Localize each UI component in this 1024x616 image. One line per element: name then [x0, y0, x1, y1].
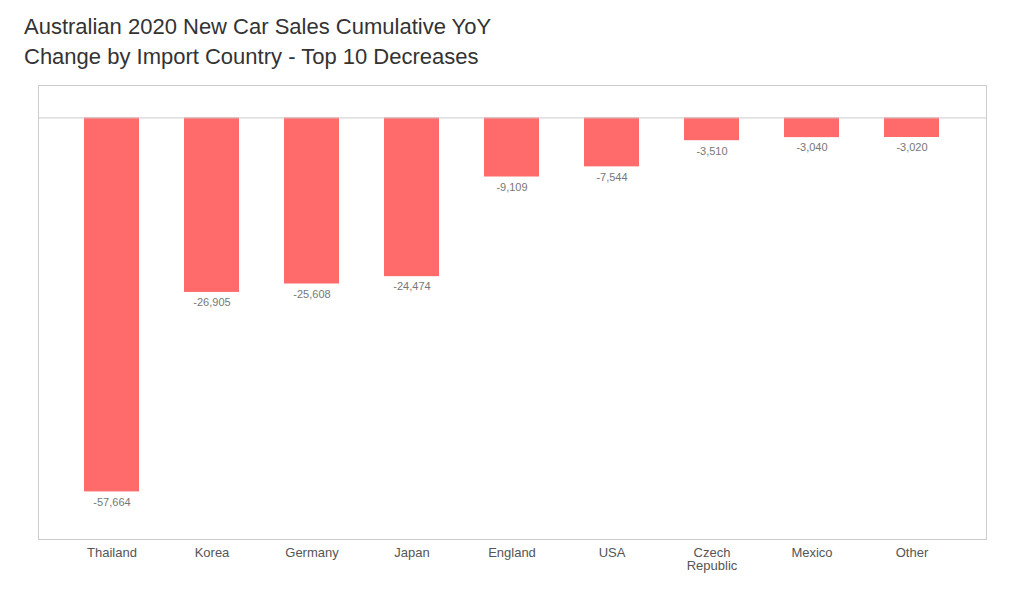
svg-text:CzechRepublic: CzechRepublic: [687, 545, 738, 573]
html-text:Australian 2020 New Car Sales: Australian 2020 New Car Sales Cumulative…: [24, 14, 492, 69]
svg-text:Japan: Japan: [394, 545, 429, 560]
svg-text:Other: Other: [896, 545, 929, 560]
svg-text:-3,020: -3,020: [896, 142, 927, 154]
svg-text:-9,109: -9,109: [496, 181, 527, 193]
svg-text:-3,040: -3,040: [796, 142, 827, 154]
svg-text:Korea: Korea: [195, 545, 230, 560]
svg-text:Mexico: Mexico: [791, 545, 832, 560]
svg-text:-7,544: -7,544: [596, 171, 627, 183]
svg-text:Germany: Germany: [285, 545, 339, 560]
svg-text:-24,474: -24,474: [393, 281, 430, 293]
svg-text:-3,510: -3,510: [696, 145, 727, 157]
svg-text:-25,608: -25,608: [293, 288, 330, 300]
svg-text:-57,664: -57,664: [93, 496, 130, 508]
svg-text:England: England: [488, 545, 536, 560]
svg-text:-26,905: -26,905: [193, 297, 230, 309]
svg-text:Thailand: Thailand: [87, 545, 137, 560]
svg-text:USA: USA: [599, 545, 626, 560]
